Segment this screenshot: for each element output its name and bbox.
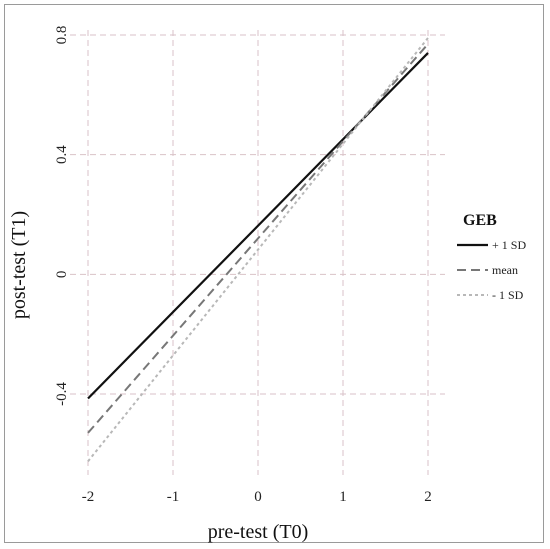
series-line: [87, 52, 429, 400]
series-line: [87, 43, 429, 434]
tick-labels: -2 -1 0 1 2 -0.4 0 0.4 0.8: [54, 26, 432, 505]
y-tick-label: 0.4: [54, 145, 70, 164]
series-lines: [87, 37, 429, 462]
legend-label: - 1 SD: [492, 288, 524, 302]
grid-lines: [70, 30, 445, 475]
y-tick-label: -0.4: [54, 382, 70, 406]
x-tick-label: -2: [82, 489, 95, 505]
x-tick-label: 2: [424, 489, 432, 505]
legend: GEB + 1 SD mean - 1 SD: [457, 212, 526, 302]
chart-frame: [4, 4, 544, 543]
y-tick-label: 0.8: [54, 26, 70, 45]
x-tick-label: 0: [254, 489, 262, 505]
x-tick-label: 1: [339, 489, 347, 505]
legend-label: mean: [492, 263, 518, 277]
legend-title: GEB: [463, 212, 497, 229]
x-tick-label: -1: [167, 489, 180, 505]
y-tick-label: 0: [54, 271, 70, 279]
x-axis-title: pre-test (T0): [208, 521, 309, 543]
legend-items: + 1 SD mean - 1 SD: [457, 238, 526, 302]
y-axis-title: post-test (T1): [8, 211, 30, 319]
legend-label: + 1 SD: [492, 238, 526, 252]
series-line: [87, 37, 429, 462]
